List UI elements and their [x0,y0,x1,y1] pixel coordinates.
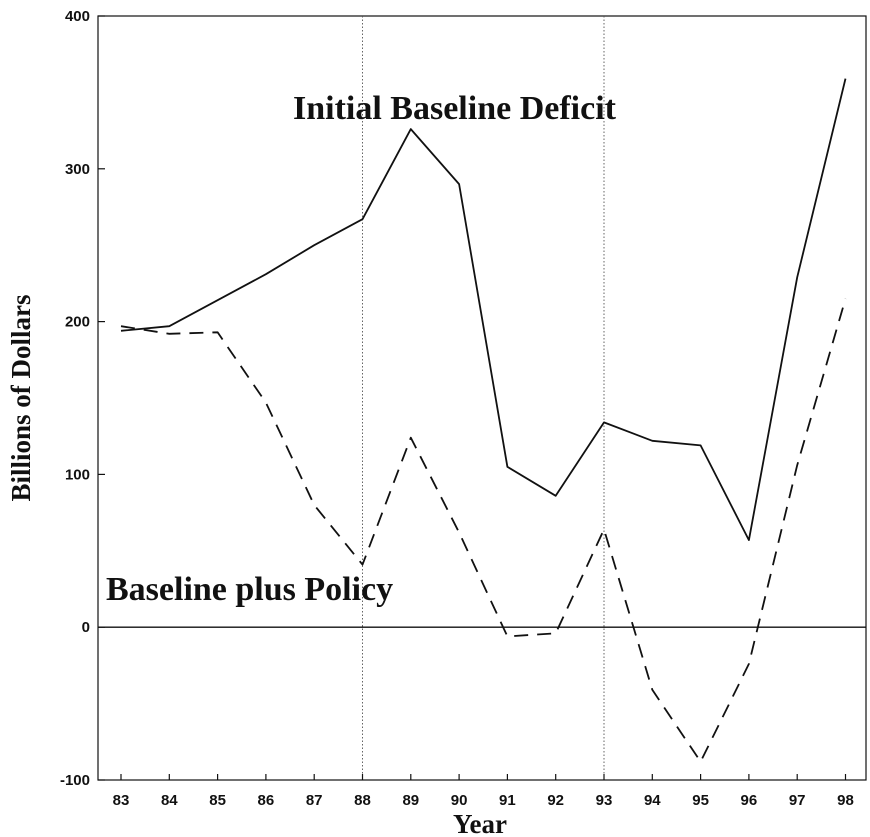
annotation-initial-baseline-deficit: Initial Baseline Deficit [293,90,617,127]
plot-frame [97,15,867,781]
x-tick-label: 89 [402,792,419,809]
x-tick-label: 83 [113,792,130,809]
x-tick-label: 91 [499,792,516,809]
x-axis-title: Year [453,809,507,837]
x-tick-label: 90 [451,792,468,809]
y-tick-label: 300 [65,161,90,178]
x-tick-label: 98 [837,792,854,809]
x-tick-label: 97 [789,792,806,809]
series-layer [120,78,847,763]
x-axis: 83 84 85 86 87 88 89 90 91 92 93 94 95 96 97 98 [113,774,854,809]
x-tick-label: 93 [596,792,613,809]
y-tick-label: 100 [65,466,90,483]
x-tick-label: 87 [306,792,323,809]
x-tick-label: 92 [547,792,564,809]
y-tick-label: 200 [65,314,90,331]
series-line-baseline-plus-policy [120,298,847,763]
x-tick-label: 94 [644,792,661,809]
x-tick-label: 96 [741,792,758,809]
x-tick-label: 88 [354,792,371,809]
y-tick-label: 0 [82,619,90,636]
series-line-initial-baseline-deficit [120,78,847,541]
annotation-baseline-plus-policy: Baseline plus Policy [106,571,393,608]
x-tick-label: 84 [161,792,178,809]
x-tick-label: 85 [209,792,226,809]
y-axis-title: Billions of Dollars [6,294,36,501]
x-tick-label: 95 [692,792,709,809]
y-tick-label: -100 [60,772,90,789]
y-axis: 400 300 200 100 0 -100 [60,8,105,789]
x-tick-label: 86 [258,792,275,809]
y-tick-label: 400 [65,8,90,25]
reference-lines [362,16,605,780]
